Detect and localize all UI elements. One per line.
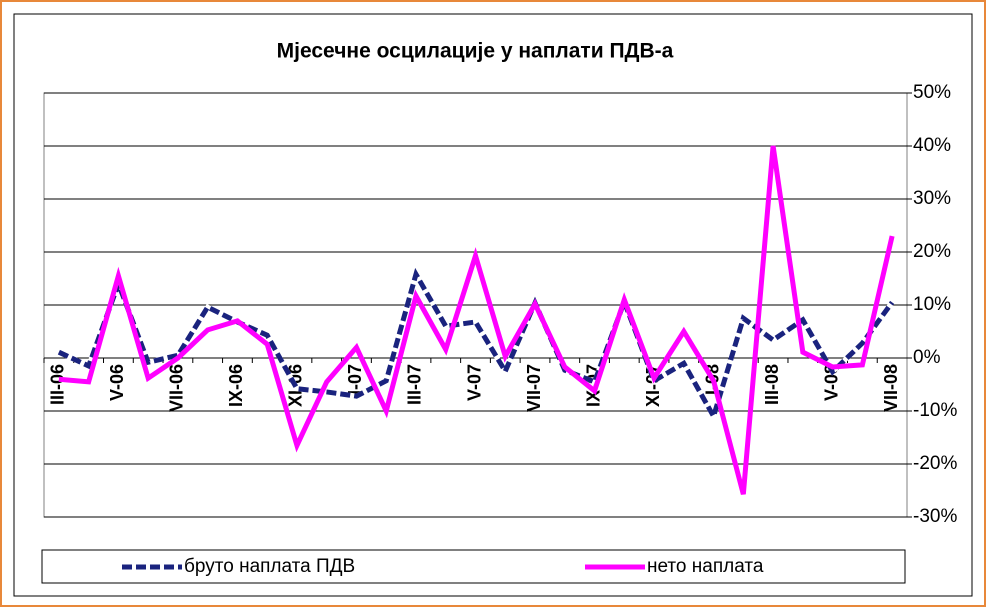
chart-title: Мјесечне осцилације у наплати ПДВ-а [277,40,674,63]
x-tick-label: V-06 [107,364,127,401]
legend [41,549,906,584]
x-tick-label: III-06 [48,364,68,405]
y-tick-label: -20% [913,453,957,474]
series-line [58,145,895,495]
y-tick-label: -30% [913,506,957,527]
y-tick-label: 20% [913,241,951,262]
chart-frame [13,13,973,597]
x-tick-label: III-07 [405,364,425,405]
y-tick-label: 50% [913,82,951,103]
y-tick-label: 10% [913,294,951,315]
x-tick-label: III-08 [762,364,782,405]
x-tick-label: V-07 [464,364,484,401]
y-tick-label: 0% [913,347,941,368]
x-tick-label: VII-06 [167,364,187,412]
series-line [57,267,895,423]
legend-label: нето наплата [647,556,764,577]
x-tick-label: IX-06 [226,364,246,407]
y-tick-label: -10% [913,400,957,421]
legend-label: бруто наплата ПДВ [184,556,355,577]
x-tick-label: V-08 [821,364,841,401]
x-tick-label: VII-07 [524,364,544,412]
x-tick-label: I-07 [345,364,365,395]
y-tick-label: 40% [913,135,951,156]
y-tick-label: 30% [913,188,951,209]
x-tick-label: VII-08 [881,364,901,412]
